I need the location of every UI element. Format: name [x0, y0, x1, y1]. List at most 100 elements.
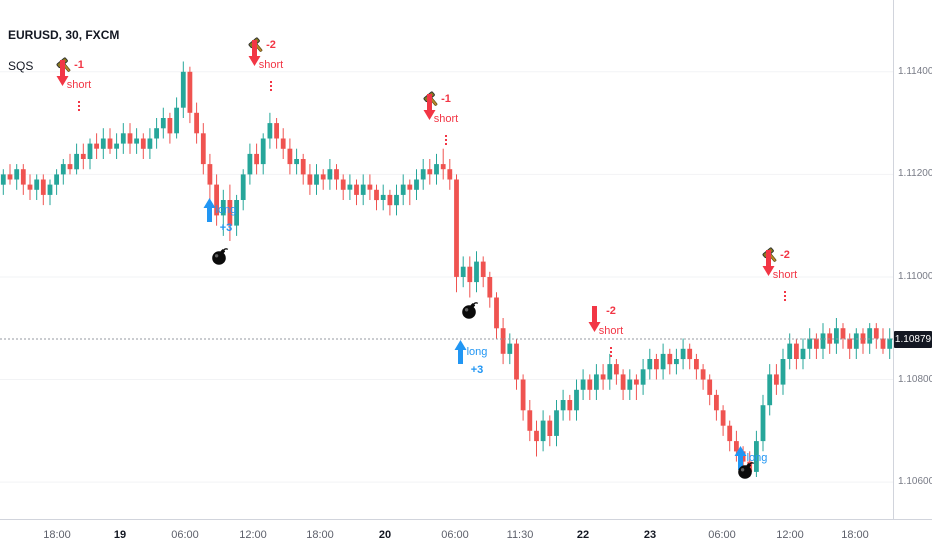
candle	[140, 133, 146, 159]
candle	[260, 133, 266, 175]
candle	[60, 159, 66, 185]
candle	[853, 328, 859, 359]
candle	[880, 328, 886, 354]
candle	[380, 184, 386, 211]
candle	[20, 164, 26, 195]
time-axis-label: 22	[576, 529, 590, 541]
candle	[774, 364, 779, 395]
candle	[754, 430, 759, 477]
candle	[414, 169, 419, 200]
candle	[287, 138, 293, 175]
candle	[294, 148, 299, 175]
candle	[174, 97, 179, 139]
candle	[40, 174, 46, 206]
candle	[280, 128, 286, 159]
candle	[687, 343, 693, 370]
candle	[320, 169, 326, 190]
candle	[814, 333, 819, 359]
candle	[407, 179, 413, 206]
time-axis-label: 20	[378, 529, 392, 541]
candle	[194, 102, 199, 144]
candle	[587, 374, 593, 400]
candle	[87, 138, 93, 170]
time-axis-label: 18:00	[306, 529, 334, 541]
candle	[760, 394, 766, 452]
candle	[374, 184, 379, 211]
candle	[640, 359, 646, 395]
candle	[147, 128, 153, 159]
candle	[520, 374, 526, 421]
candle	[834, 318, 839, 354]
candle	[767, 364, 773, 416]
price-axis-label: 1.10800	[898, 373, 932, 385]
candle	[314, 164, 319, 195]
candle	[434, 153, 439, 185]
indicator-title[interactable]: SQS	[8, 59, 34, 73]
candle	[600, 364, 606, 390]
candle	[14, 164, 20, 190]
candle	[207, 153, 213, 200]
candle	[160, 107, 166, 139]
candle	[580, 369, 586, 400]
candle	[860, 328, 866, 354]
candle	[827, 328, 833, 354]
time-axis[interactable]: 18:00 19 06:00 12:00 18:00 20 06:00 11:30 22 23 06…	[0, 519, 932, 550]
candle	[154, 118, 159, 149]
candle	[620, 369, 626, 400]
candle	[327, 159, 333, 190]
candle	[674, 348, 679, 375]
candle	[394, 184, 399, 216]
candle	[127, 123, 133, 154]
candle	[747, 451, 753, 477]
time-axis-label: 11:30	[506, 529, 534, 541]
candle	[307, 164, 313, 195]
candle	[507, 333, 513, 365]
candle	[47, 179, 53, 206]
candle	[800, 338, 806, 370]
price-axis-label: 1.11200	[898, 168, 932, 180]
candle	[780, 348, 786, 395]
candle	[820, 323, 826, 359]
price-axis-label: 1.11400	[898, 65, 932, 77]
candle	[54, 169, 59, 195]
time-axis-label: 12:00	[239, 529, 267, 541]
price-axis-label: 1.10600	[898, 476, 932, 488]
candle	[100, 128, 106, 159]
candle	[274, 118, 279, 149]
candle	[707, 374, 713, 406]
candle	[107, 128, 113, 154]
candle	[560, 389, 566, 421]
candle	[734, 430, 739, 462]
chart-plot-area[interactable]: -1 short -2 short long +3 -1 short long +3 -2 short…	[0, 0, 893, 518]
candle	[354, 179, 359, 206]
candle	[167, 112, 173, 144]
candle	[654, 353, 659, 380]
candle	[440, 148, 446, 180]
candle	[847, 333, 853, 359]
chart-legend: EURUSD, 30, FXCM SQS	[8, 28, 119, 73]
candle	[527, 400, 533, 442]
candle	[840, 323, 846, 349]
candle	[347, 174, 353, 200]
candle	[614, 359, 619, 385]
candle	[480, 256, 486, 288]
candle	[474, 251, 479, 293]
candle	[594, 364, 599, 400]
candle	[340, 174, 346, 200]
candle	[660, 343, 666, 380]
candle	[727, 420, 733, 452]
candle	[647, 348, 653, 380]
price-axis[interactable]: 1.11400 1.11200 1.11000 1.10800 1.10600 1.108…	[894, 0, 932, 518]
time-axis-label: 06:00	[441, 529, 469, 541]
candle	[514, 338, 519, 390]
candle	[400, 174, 406, 206]
candle	[334, 164, 339, 190]
candle	[360, 174, 366, 206]
time-axis-label: 23	[643, 529, 657, 541]
symbol-title[interactable]: EURUSD, 30, FXCM	[8, 28, 120, 42]
time-axis-label: 06:00	[171, 529, 199, 541]
candle	[367, 174, 373, 200]
candle	[607, 353, 613, 390]
candle	[794, 338, 799, 370]
candle	[120, 123, 126, 154]
